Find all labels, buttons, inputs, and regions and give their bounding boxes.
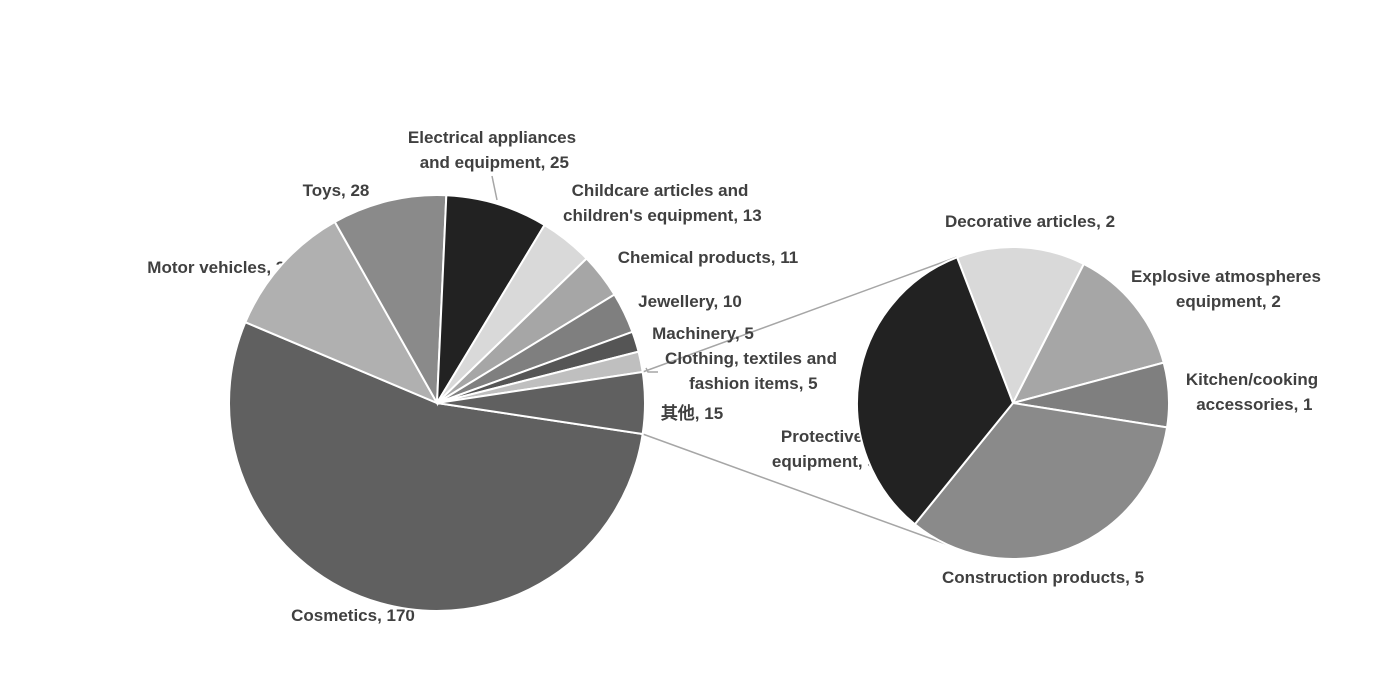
- data-label: Decorative articles, 2: [945, 212, 1115, 231]
- pie-slice: [333, 194, 448, 407]
- connector-line: [642, 256, 958, 373]
- data-label: Explosive atmospheres equipment, 2: [1131, 267, 1321, 311]
- data-label: 其他, 15: [661, 403, 723, 423]
- data-label: Cosmetics, 170: [291, 606, 415, 625]
- data-label: Electrical appliances and equipment, 25: [408, 128, 576, 172]
- data-label: Clothing, textiles and fashion items, 5: [665, 349, 837, 393]
- data-label: Motor vehicles, 33: [147, 258, 294, 277]
- data-label: Jewellery, 10: [638, 292, 742, 311]
- pie-slice: [436, 370, 646, 436]
- pie-slice: [955, 246, 1086, 406]
- data-label: Protective equipment, 5: [767, 427, 877, 471]
- data-label: Machinery, 5: [652, 324, 754, 343]
- pie-slice: [1011, 262, 1165, 405]
- data-label: Construction products, 5: [942, 568, 1144, 587]
- leader-line: [491, 175, 498, 201]
- pie-slice: [228, 320, 644, 612]
- data-label: Chemical products, 11: [618, 248, 798, 267]
- data-label: Toys, 28: [303, 181, 370, 200]
- pie-slice: [244, 220, 440, 406]
- data-label: Childcare articles and children's equipm…: [558, 181, 761, 225]
- pie-slice: [913, 401, 1169, 560]
- data-label: Kitchen/cooking accessories, 1: [1186, 370, 1318, 414]
- leader-line: [645, 367, 658, 373]
- pie-slice: [856, 256, 1015, 526]
- pie-slice: [436, 194, 546, 404]
- connector-line: [642, 433, 958, 549]
